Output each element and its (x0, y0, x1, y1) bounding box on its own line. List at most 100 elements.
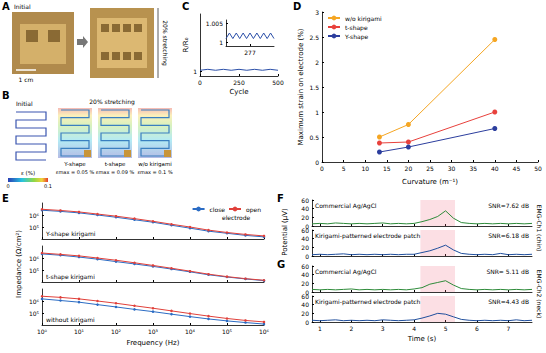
svg-text:10⁵: 10⁵ (29, 310, 40, 317)
svg-text:ε (%): ε (%) (21, 170, 35, 176)
svg-text:SNR=7.62 dB: SNR=7.62 dB (488, 202, 529, 209)
svg-text:t-shape: t-shape (105, 161, 126, 168)
svg-text:50: 50 (534, 165, 542, 172)
svg-text:20% stretching: 20% stretching (161, 20, 169, 66)
svg-text:60: 60 (301, 227, 309, 234)
svg-text:0: 0 (6, 183, 9, 189)
svg-text:t-shape kirigami: t-shape kirigami (46, 273, 95, 281)
svg-text:35: 35 (469, 165, 477, 172)
svg-text:60: 60 (301, 293, 309, 300)
svg-text:EMG-Ch1 (chin): EMG-Ch1 (chin) (536, 205, 543, 252)
svg-text:20% stretching: 20% stretching (89, 98, 135, 106)
svg-text:R/R₀: R/R₀ (182, 37, 190, 52)
svg-text:Curvature (m⁻¹): Curvature (m⁻¹) (402, 178, 458, 186)
svg-text:Commercial Ag/AgCl: Commercial Ag/AgCl (315, 202, 377, 210)
svg-text:3: 3 (315, 9, 319, 16)
svg-text:0.5: 0.5 (309, 134, 319, 141)
svg-text:Frequency (Hz): Frequency (Hz) (127, 339, 180, 347)
svg-text:1.005: 1.005 (206, 20, 223, 27)
svg-text:40: 40 (301, 235, 309, 242)
svg-text:20: 20 (301, 244, 309, 251)
svg-text:60: 60 (301, 263, 309, 270)
svg-text:A: A (2, 1, 10, 12)
svg-text:0: 0 (198, 79, 202, 86)
svg-text:1: 1 (219, 39, 223, 46)
svg-text:1.5: 1.5 (309, 84, 319, 91)
svg-text:20: 20 (301, 280, 309, 287)
svg-text:4: 4 (412, 325, 416, 332)
svg-text:Commercial Ag/AgCl: Commercial Ag/AgCl (315, 268, 377, 276)
svg-text:15: 15 (383, 165, 391, 172)
svg-text:Cycle: Cycle (229, 88, 248, 96)
svg-text:t-shape: t-shape (345, 24, 368, 32)
svg-text:10⁰: 10⁰ (37, 328, 48, 335)
svg-text:Y-shape: Y-shape (344, 33, 369, 41)
svg-text:electrode: electrode (222, 214, 251, 221)
svg-text:25: 25 (426, 165, 434, 172)
svg-text:Kirigami-patterned electrode p: Kirigami-patterned electrode patch (315, 298, 421, 306)
svg-text:D: D (293, 1, 301, 12)
svg-text:εmax = 0.09 %: εmax = 0.09 % (96, 169, 135, 175)
svg-text:Initial: Initial (14, 3, 31, 10)
svg-text:40: 40 (301, 271, 309, 278)
svg-text:close: close (210, 206, 226, 213)
svg-text:5: 5 (444, 325, 448, 332)
svg-text:E: E (2, 193, 9, 204)
svg-text:250: 250 (233, 79, 245, 86)
svg-text:60: 60 (301, 197, 309, 204)
svg-text:20: 20 (301, 214, 309, 221)
svg-text:Time (s): Time (s) (407, 335, 437, 343)
svg-text:500: 500 (272, 79, 284, 86)
svg-text:10⁴: 10⁴ (185, 328, 196, 335)
svg-text:2: 2 (349, 325, 353, 332)
svg-text:45: 45 (513, 165, 521, 172)
svg-text:0: 0 (305, 253, 309, 260)
svg-text:1: 1 (318, 325, 322, 332)
svg-text:εmax = 0.05 %: εmax = 0.05 % (56, 169, 95, 175)
svg-text:1: 1 (315, 109, 319, 116)
svg-text:10⁵: 10⁵ (222, 328, 233, 335)
svg-text:B: B (2, 90, 10, 101)
svg-text:10⁵: 10⁵ (29, 267, 40, 274)
svg-text:SNR= 5.11 dB: SNR= 5.11 dB (486, 268, 529, 275)
svg-text:10⁶: 10⁶ (29, 212, 40, 219)
svg-text:277: 277 (244, 49, 256, 56)
svg-text:w/o kirigami: w/o kirigami (345, 15, 382, 23)
svg-text:10¹: 10¹ (74, 328, 85, 335)
svg-text:SNR=4.43 dB: SNR=4.43 dB (488, 298, 529, 305)
svg-text:30: 30 (448, 165, 456, 172)
svg-text:1 cm: 1 cm (19, 76, 34, 83)
svg-text:10⁶: 10⁶ (259, 328, 270, 335)
svg-text:w/o kirigami: w/o kirigami (138, 161, 172, 168)
svg-text:5: 5 (342, 165, 346, 172)
svg-text:1: 1 (193, 68, 197, 75)
svg-text:10: 10 (361, 165, 369, 172)
svg-text:Y-shape: Y-shape (63, 161, 86, 168)
svg-text:Initial: Initial (16, 100, 33, 107)
svg-text:Potential (μV): Potential (μV) (281, 208, 289, 256)
svg-text:2.5: 2.5 (309, 34, 319, 41)
svg-text:2: 2 (315, 59, 319, 66)
svg-text:0.1: 0.1 (44, 183, 52, 189)
svg-text:Kirigami-patterned electrode p: Kirigami-patterned electrode patch (315, 232, 421, 240)
svg-text:40: 40 (491, 165, 499, 172)
svg-text:without kirigami: without kirigami (46, 316, 95, 324)
svg-text:Impedance (Ω/cm²): Impedance (Ω/cm²) (15, 230, 23, 298)
svg-text:10³: 10³ (148, 328, 159, 335)
svg-text:Maximum strain on electrode (%: Maximum strain on electrode (%) (297, 28, 305, 145)
svg-text:F: F (277, 193, 284, 204)
svg-text:open: open (246, 206, 261, 214)
svg-text:40: 40 (301, 205, 309, 212)
svg-text:EMG-Ch2 (neck): EMG-Ch2 (neck) (536, 270, 543, 318)
svg-text:10⁵: 10⁵ (29, 224, 40, 231)
svg-text:εmax = 0.1 %: εmax = 0.1 % (137, 169, 173, 175)
svg-text:40: 40 (301, 301, 309, 308)
svg-text:C: C (182, 1, 189, 12)
svg-text:0: 0 (320, 165, 324, 172)
svg-text:0: 0 (315, 159, 319, 166)
svg-text:Y-shape kirigami: Y-shape kirigami (45, 230, 96, 238)
svg-text:10²: 10² (111, 328, 122, 335)
svg-text:7: 7 (507, 325, 511, 332)
svg-text:10⁶: 10⁶ (29, 255, 40, 262)
svg-text:3: 3 (381, 325, 385, 332)
